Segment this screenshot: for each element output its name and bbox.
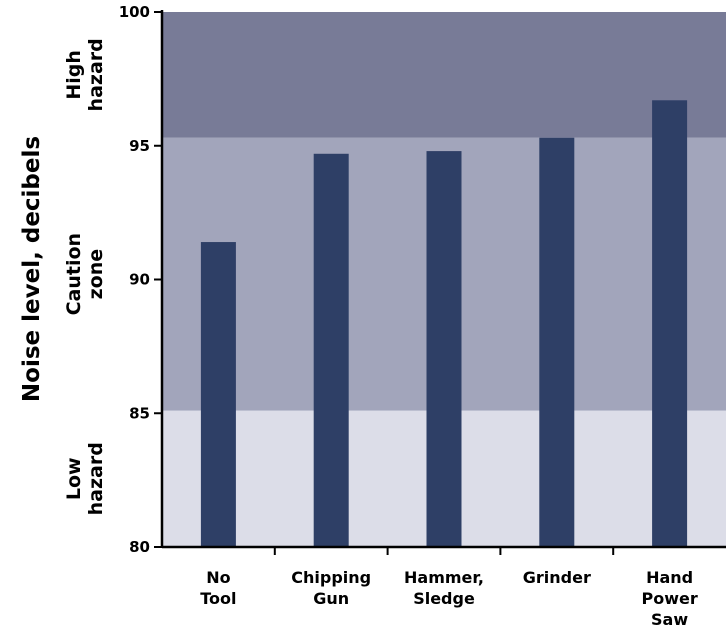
zone-band-2 xyxy=(162,12,726,138)
bar-3 xyxy=(539,137,575,547)
category-label-0: No Tool xyxy=(200,568,236,608)
category-label-line: No xyxy=(206,568,230,587)
category-label-line: Hammer, xyxy=(404,568,484,587)
bar-0 xyxy=(200,242,236,548)
category-label-line: Gun xyxy=(313,589,349,608)
y-tick-label-2: 90 xyxy=(129,271,150,289)
axes xyxy=(154,10,726,555)
bar-4 xyxy=(652,100,688,548)
category-label-line: Hand xyxy=(646,568,693,587)
category-label-line: Tool xyxy=(200,589,236,608)
category-label-line: Grinder xyxy=(523,568,591,587)
y-tick-label-3: 95 xyxy=(129,137,150,155)
zone-label-0: Lowhazard xyxy=(63,442,107,515)
category-label-line: Chipping xyxy=(291,568,371,587)
zone-label-1: Cautionzone xyxy=(63,233,107,315)
category-label-line: Power xyxy=(641,589,697,608)
category-label-1: Chipping Gun xyxy=(291,568,371,608)
y-tick-label-1: 85 xyxy=(129,404,150,422)
bars xyxy=(200,100,688,548)
zone-label-line: Caution xyxy=(63,233,85,315)
bar-1 xyxy=(313,153,349,547)
zone-label-line: High xyxy=(63,50,85,100)
y-tick-label-0: 80 xyxy=(129,538,150,556)
y-axis-label: Noise level, decibels xyxy=(19,136,45,402)
zone-label-line: Low xyxy=(63,457,85,500)
zone-label-line: zone xyxy=(85,249,107,300)
category-label-line: Sledge xyxy=(413,589,475,608)
zone-label-line: hazard xyxy=(85,442,107,515)
zone-label-2: Highhazard xyxy=(63,38,107,111)
category-label-4: Hand Power Saw xyxy=(641,568,697,629)
y-tick-label-4: 100 xyxy=(119,3,150,21)
bar-2 xyxy=(426,151,462,547)
zone-label-line: hazard xyxy=(85,38,107,111)
category-label-3: Grinder xyxy=(523,568,591,587)
category-label-line: Saw xyxy=(651,610,688,629)
category-label-2: Hammer, Sledge xyxy=(404,568,484,608)
